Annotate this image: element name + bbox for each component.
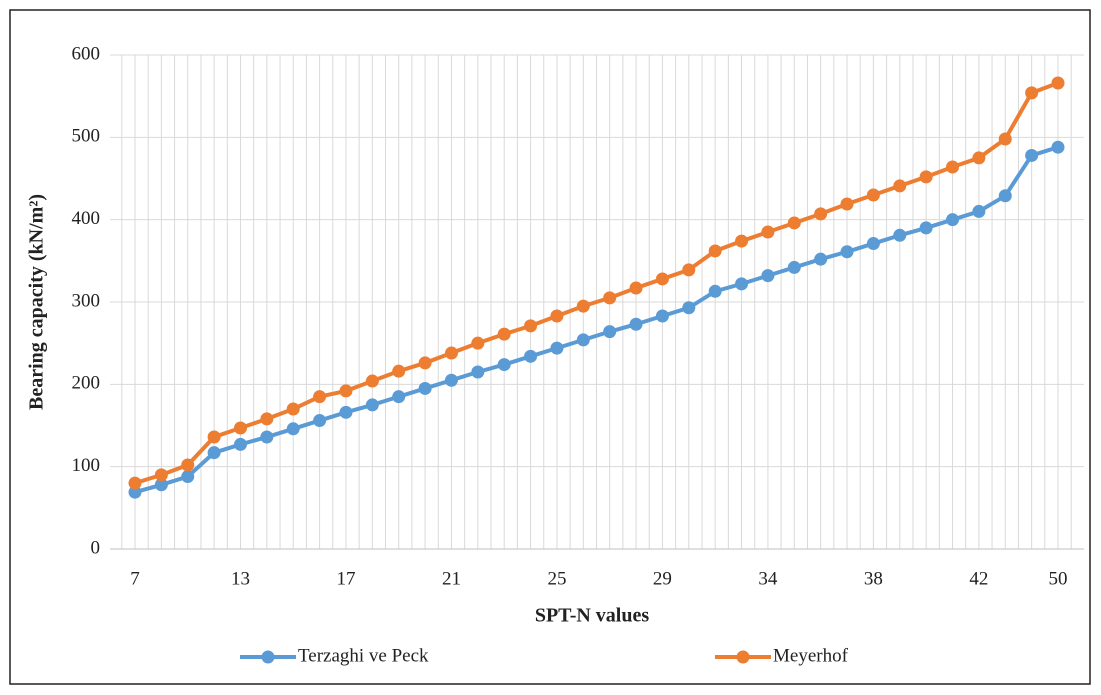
point xyxy=(339,384,353,398)
point xyxy=(655,309,669,323)
x-tick-label: 34 xyxy=(758,568,778,589)
point xyxy=(735,277,749,291)
point xyxy=(761,269,775,283)
point xyxy=(972,151,986,165)
point xyxy=(972,204,986,218)
point xyxy=(787,216,801,230)
point xyxy=(682,301,696,315)
y-tick-label: 500 xyxy=(72,126,101,147)
point xyxy=(603,325,617,339)
point xyxy=(1025,148,1039,162)
x-tick-label: 17 xyxy=(336,568,355,589)
point xyxy=(365,374,379,388)
point xyxy=(497,358,511,372)
point xyxy=(392,364,406,378)
point xyxy=(444,346,458,360)
point xyxy=(708,244,722,258)
point xyxy=(998,189,1012,203)
point xyxy=(313,414,327,428)
point xyxy=(1051,76,1065,90)
point xyxy=(603,291,617,305)
point xyxy=(735,234,749,248)
point xyxy=(154,478,168,492)
y-tick-label: 600 xyxy=(72,43,101,64)
x-tick-label: 50 xyxy=(1049,568,1068,589)
point xyxy=(708,284,722,298)
point xyxy=(207,446,221,460)
y-tick-label: 200 xyxy=(72,373,101,394)
y-tick-label: 300 xyxy=(72,290,101,311)
point xyxy=(181,470,195,484)
point xyxy=(260,412,274,426)
point xyxy=(524,349,538,363)
point xyxy=(286,422,300,436)
point xyxy=(946,213,960,227)
point xyxy=(576,299,590,313)
x-tick-label: 21 xyxy=(442,568,461,589)
point xyxy=(655,272,669,286)
legend-marker xyxy=(261,650,275,664)
x-tick-label: 29 xyxy=(653,568,672,589)
point xyxy=(919,170,933,184)
point xyxy=(418,356,432,370)
point xyxy=(418,381,432,395)
point xyxy=(840,197,854,211)
point xyxy=(260,430,274,444)
point xyxy=(497,327,511,341)
point xyxy=(128,485,142,499)
x-tick-label: 38 xyxy=(864,568,883,589)
point xyxy=(919,221,933,235)
point xyxy=(866,188,880,202)
point xyxy=(471,336,485,350)
point xyxy=(840,245,854,259)
point xyxy=(207,430,221,444)
point xyxy=(1025,86,1039,100)
point xyxy=(761,225,775,239)
point xyxy=(550,341,564,355)
point xyxy=(1051,140,1065,154)
legend-marker xyxy=(736,650,750,664)
point xyxy=(814,207,828,221)
point xyxy=(524,319,538,333)
point xyxy=(682,263,696,277)
chart-frame xyxy=(9,9,1091,685)
point xyxy=(444,373,458,387)
point xyxy=(550,309,564,323)
point xyxy=(893,179,907,193)
x-axis-title: SPT-N values xyxy=(535,605,650,627)
point xyxy=(128,476,142,490)
point xyxy=(998,132,1012,146)
point xyxy=(471,365,485,379)
legend-label: Meyerhof xyxy=(773,645,849,666)
point xyxy=(339,405,353,419)
x-tick-label: 25 xyxy=(547,568,566,589)
point xyxy=(181,458,195,472)
point xyxy=(313,390,327,404)
point xyxy=(629,317,643,331)
y-tick-label: 100 xyxy=(72,455,101,476)
y-tick-label: 0 xyxy=(91,537,101,558)
point xyxy=(392,390,406,404)
point xyxy=(893,228,907,242)
point xyxy=(629,281,643,295)
y-tick-label: 400 xyxy=(72,208,101,229)
point xyxy=(233,437,247,451)
x-tick-label: 7 xyxy=(130,568,140,589)
point xyxy=(576,333,590,347)
x-tick-label: 13 xyxy=(231,568,250,589)
point xyxy=(946,160,960,174)
point xyxy=(814,252,828,266)
point xyxy=(365,398,379,412)
point xyxy=(286,402,300,416)
x-tick-label: 42 xyxy=(969,568,988,589)
y-axis-title: Bearing capacity (kN/m²) xyxy=(26,194,48,410)
point xyxy=(154,468,168,482)
point xyxy=(787,260,801,274)
point xyxy=(866,237,880,251)
legend-label: Terzaghi ve Peck xyxy=(298,645,429,666)
point xyxy=(233,421,247,435)
